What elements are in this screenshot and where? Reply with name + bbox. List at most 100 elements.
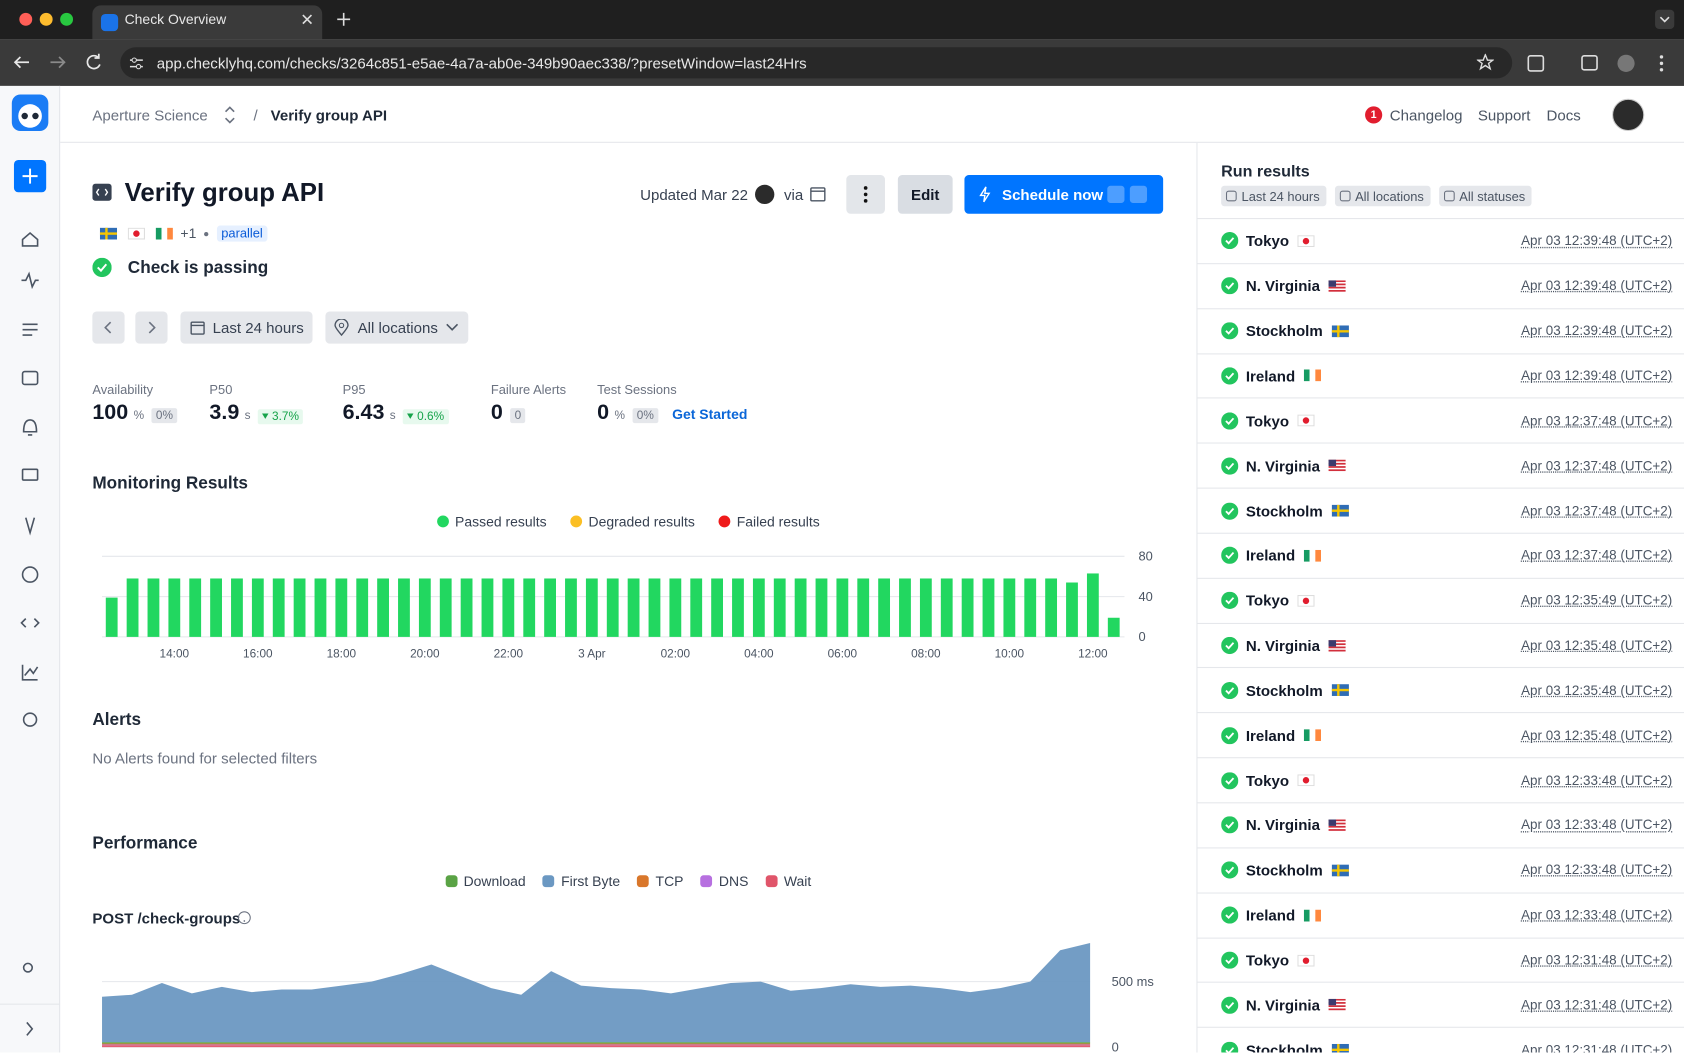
run-row[interactable]: Stockholm Apr 03 12:39:48 (UTC+2) (1197, 309, 1684, 354)
tab-close[interactable] (301, 13, 314, 26)
run-row[interactable]: Stockholm Apr 03 12:33:48 (UTC+2) (1197, 848, 1684, 894)
more-button[interactable] (846, 175, 885, 214)
location-icon[interactable] (22, 712, 38, 727)
flag (1297, 235, 1315, 247)
bar (982, 578, 995, 637)
run-row[interactable]: Tokyo Apr 03 12:31:48 (UTC+2) (1197, 938, 1684, 984)
run-row[interactable]: Tokyo Apr 03 12:37:48 (UTC+2) (1197, 399, 1684, 444)
org-name[interactable]: Aperture Science (92, 106, 208, 124)
forward-button[interactable] (50, 56, 66, 69)
analytics-icon[interactable] (21, 664, 39, 681)
minimize-dot[interactable] (39, 12, 53, 26)
run-time[interactable]: Apr 03 12:39:48 (UTC+2) (1521, 323, 1673, 339)
address-bar[interactable]: app.checklyhq.com/checks/3264c851-e5ae-4… (120, 47, 1513, 79)
profile[interactable] (1617, 54, 1635, 72)
run-time[interactable]: Apr 03 12:31:48 (UTC+2) (1521, 952, 1673, 968)
globe-icon[interactable] (21, 566, 39, 583)
run-location: N. Virginia (1245, 636, 1320, 655)
run-time[interactable]: Apr 03 12:35:48 (UTC+2) (1521, 682, 1673, 699)
home-icon[interactable] (21, 231, 39, 247)
user-avatar[interactable] (1612, 98, 1645, 132)
run-time[interactable]: Apr 03 12:33:48 (UTC+2) (1521, 907, 1673, 923)
run-time[interactable]: Apr 03 12:37:48 (UTC+2) (1521, 548, 1673, 564)
run-row[interactable]: Ireland Apr 03 12:39:48 (UTC+2) (1197, 354, 1684, 399)
run-row[interactable]: Stockholm Apr 03 12:31:48 (UTC+2) (1198, 1028, 1684, 1053)
expand-sidebar[interactable] (26, 1021, 34, 1036)
run-row[interactable]: N. Virginia Apr 03 12:33:48 (UTC+2) (1197, 803, 1684, 849)
run-filter-chip[interactable]: All locations (1334, 185, 1431, 207)
run-time[interactable]: Apr 03 12:33:48 (UTC+2) (1521, 772, 1673, 788)
zoom-dot[interactable] (60, 12, 74, 26)
range-filter[interactable]: Last 24 hours (180, 311, 313, 344)
run-row[interactable]: N. Virginia Apr 03 12:35:48 (UTC+2) (1197, 624, 1684, 669)
tools-icon[interactable] (25, 517, 36, 536)
legend-item[interactable]: DNS (700, 871, 748, 890)
run-row[interactable]: Ireland Apr 03 12:35:48 (UTC+2) (1197, 714, 1684, 759)
legend-item[interactable]: Passed results (436, 511, 547, 530)
code-icon[interactable] (20, 618, 40, 628)
legend-item[interactable]: First Byte (542, 871, 620, 890)
reload-button[interactable] (86, 53, 101, 70)
run-filter-chip[interactable]: All statuses (1438, 185, 1532, 207)
run-time[interactable]: Apr 03 12:35:48 (UTC+2) (1521, 727, 1673, 743)
site-info[interactable] (129, 56, 144, 71)
run-row[interactable]: Ireland Apr 03 12:37:48 (UTC+2) (1197, 534, 1684, 579)
run-time[interactable]: Apr 03 12:35:49 (UTC+2) (1521, 593, 1673, 609)
legend-item[interactable]: TCP (637, 871, 683, 890)
legend-item[interactable]: Download (445, 871, 526, 890)
run-row[interactable]: Ireland Apr 03 12:33:48 (UTC+2) (1197, 893, 1684, 939)
test-icon[interactable] (21, 370, 39, 386)
run-row[interactable]: Tokyo Apr 03 12:39:48 (UTC+2) (1197, 219, 1684, 265)
bookmark-star[interactable] (1476, 53, 1494, 71)
close-dot[interactable] (19, 12, 33, 26)
changelog-link[interactable]: Changelog (1389, 106, 1463, 124)
pass-icon-part (1221, 726, 1239, 745)
legend-item[interactable]: Degraded results (570, 511, 695, 530)
run-time[interactable]: Apr 03 12:37:48 (UTC+2) (1521, 503, 1673, 519)
alerts-icon[interactable] (22, 419, 38, 436)
run-row[interactable]: Stockholm Apr 03 12:35:48 (UTC+2) (1197, 669, 1684, 714)
run-time[interactable]: Apr 03 12:39:48 (UTC+2) (1521, 278, 1673, 294)
location-filter[interactable]: All locations (325, 311, 469, 344)
extensions[interactable] (1527, 55, 1545, 72)
support-link[interactable]: Support (1477, 106, 1531, 124)
next-window[interactable] (135, 311, 168, 344)
back-button[interactable] (13, 56, 29, 69)
run-time[interactable]: Apr 03 12:31:48 (UTC+2) (1521, 997, 1673, 1013)
legend-item[interactable]: Failed results (718, 511, 820, 530)
browser-menu[interactable] (1659, 55, 1664, 72)
docs-link[interactable]: Docs (1546, 106, 1581, 124)
run-row[interactable]: Stockholm Apr 03 12:37:48 (UTC+2) (1197, 489, 1684, 534)
run-time[interactable]: Apr 03 12:37:48 (UTC+2) (1521, 458, 1673, 474)
help-icon[interactable] (237, 911, 251, 925)
org-switcher[interactable] (222, 105, 237, 124)
schedule-button[interactable]: Schedule now (964, 175, 1164, 214)
side-panel[interactable] (1581, 55, 1598, 71)
run-time[interactable]: Apr 03 12:35:48 (UTC+2) (1521, 638, 1673, 654)
run-time[interactable]: Apr 03 12:37:48 (UTC+2) (1521, 413, 1673, 429)
run-row[interactable]: Tokyo Apr 03 12:33:48 (UTC+2) (1197, 758, 1684, 804)
breadcrumb-page: Verify group API (270, 106, 388, 124)
run-time[interactable]: Apr 03 12:33:48 (UTC+2) (1521, 862, 1673, 878)
run-row[interactable]: N. Virginia Apr 03 12:39:48 (UTC+2) (1197, 264, 1684, 309)
dashboard-icon[interactable] (21, 468, 39, 481)
run-time[interactable]: Apr 03 12:31:48 (UTC+2) (1521, 1042, 1673, 1053)
new-tab[interactable] (336, 12, 351, 27)
run-filter-chip[interactable]: Last 24 hours (1221, 185, 1327, 207)
tab-menu[interactable] (1655, 9, 1675, 29)
bar (919, 578, 932, 637)
legend-item[interactable]: Wait (765, 871, 811, 890)
run-row[interactable]: Tokyo Apr 03 12:35:49 (UTC+2) (1197, 579, 1684, 624)
monitor-icon[interactable] (21, 271, 39, 290)
run-row[interactable]: N. Virginia Apr 03 12:31:48 (UTC+2) (1197, 983, 1684, 1029)
edit-button[interactable]: Edit (897, 175, 953, 214)
prev-window[interactable] (92, 311, 125, 344)
run-time[interactable]: Apr 03 12:39:48 (UTC+2) (1521, 368, 1673, 384)
run-time[interactable]: Apr 03 12:33:48 (UTC+2) (1521, 817, 1673, 833)
run-time[interactable]: Apr 03 12:39:48 (UTC+2) (1521, 233, 1673, 249)
get-started-link[interactable]: Get Started (672, 405, 748, 423)
checks-icon[interactable] (22, 323, 38, 336)
invite-icon[interactable] (22, 962, 34, 973)
active-tab[interactable]: Check Overview (92, 5, 323, 40)
run-row[interactable]: N. Virginia Apr 03 12:37:48 (UTC+2) (1197, 444, 1684, 489)
